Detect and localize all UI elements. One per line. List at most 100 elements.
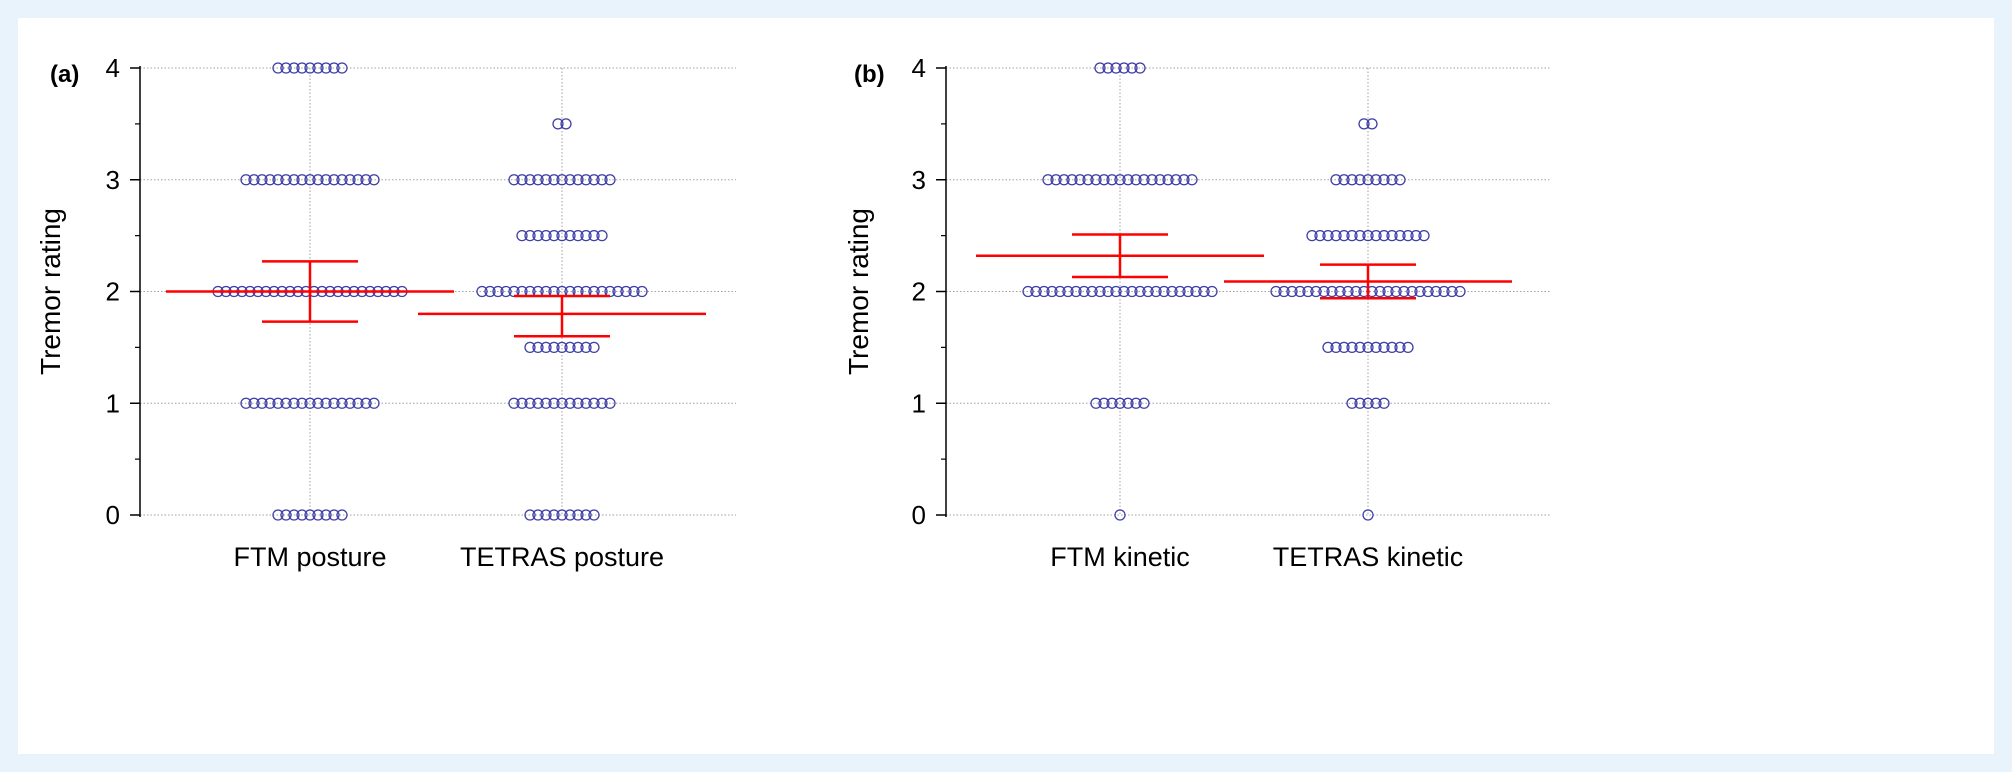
data-point (328, 62, 340, 74)
data-point (540, 509, 552, 521)
data-point (620, 285, 632, 298)
data-point (1098, 174, 1110, 186)
data-point (320, 509, 332, 521)
data-point (604, 174, 616, 186)
data-point (1378, 229, 1390, 242)
data-point (1346, 174, 1358, 186)
data-point (516, 229, 528, 242)
data-point (1090, 174, 1102, 186)
data-point (588, 229, 600, 242)
data-point (548, 509, 560, 521)
y-tick-label: 3 (912, 165, 926, 195)
data-point (1354, 174, 1366, 186)
data-point (1078, 285, 1090, 298)
data-point (564, 229, 576, 242)
data-point (1338, 341, 1350, 354)
data-point (1378, 341, 1390, 354)
data-point (524, 397, 536, 409)
data-point (540, 341, 552, 354)
data-point (1386, 229, 1398, 242)
data-point (328, 397, 340, 409)
data-point (572, 509, 584, 521)
x-category-label: TETRAS kinetic (1273, 542, 1464, 572)
data-point (288, 174, 300, 186)
data-point (1110, 285, 1122, 298)
data-point (1174, 285, 1186, 298)
data-point (1154, 174, 1166, 186)
data-point (1190, 285, 1202, 298)
data-point (352, 397, 364, 409)
data-point (272, 509, 284, 521)
data-point (596, 229, 608, 242)
data-point (556, 397, 568, 409)
data-point (312, 62, 324, 74)
data-point (1114, 397, 1126, 409)
data-point (1270, 285, 1282, 298)
data-point (360, 397, 372, 409)
data-point (524, 229, 536, 242)
data-point (248, 174, 260, 186)
data-point (1118, 285, 1130, 298)
data-point (1278, 285, 1290, 298)
data-point (296, 174, 308, 186)
data-point (564, 397, 576, 409)
data-point (572, 341, 584, 354)
data-point (556, 341, 568, 354)
data-point (352, 174, 364, 186)
data-point (1430, 285, 1442, 298)
data-point (280, 62, 292, 74)
data-point (1338, 174, 1350, 186)
x-category-label: FTM kinetic (1050, 542, 1190, 572)
data-point (580, 174, 592, 186)
data-point (1206, 285, 1218, 298)
data-point (248, 397, 260, 409)
data-point (1330, 229, 1342, 242)
data-point (1390, 285, 1402, 298)
figure-svg: 0 1 2 3 4 Tremor rating (a) FTM posture TETRAS p… (35, 53, 1550, 572)
data-point (604, 397, 616, 409)
data-point (1354, 229, 1366, 242)
data-point (1130, 397, 1142, 409)
data-point (1126, 285, 1138, 298)
data-point (1306, 229, 1318, 242)
data-point (1106, 397, 1118, 409)
y-tick-label: 0 (106, 500, 120, 530)
data-point (1062, 285, 1074, 298)
data-point (1446, 285, 1458, 298)
data-point (636, 285, 648, 298)
data-point (288, 62, 300, 74)
data-point (564, 509, 576, 521)
data-point (1402, 341, 1414, 354)
data-point (556, 229, 568, 242)
data-point (540, 174, 552, 186)
data-point (1410, 229, 1422, 242)
data-point (1354, 397, 1366, 409)
data-point (1118, 62, 1130, 74)
data-point (1114, 174, 1126, 186)
data-point (1090, 397, 1102, 409)
data-point (1398, 285, 1410, 298)
data-point (1362, 509, 1374, 521)
data-point (1366, 118, 1378, 130)
data-point (580, 397, 592, 409)
data-point (1066, 174, 1078, 186)
data-point (1098, 397, 1110, 409)
data-point (552, 118, 564, 130)
data-point (1346, 341, 1358, 354)
data-point (572, 174, 584, 186)
data-point (516, 397, 528, 409)
data-point (320, 397, 332, 409)
data-point (1082, 174, 1094, 186)
data-point (336, 397, 348, 409)
data-point (1386, 174, 1398, 186)
data-point (256, 397, 268, 409)
data-point (1310, 285, 1322, 298)
data-point (1106, 174, 1118, 186)
data-point (524, 174, 536, 186)
data-point (1406, 285, 1418, 298)
data-point (1454, 285, 1466, 298)
data-point (1370, 397, 1382, 409)
data-point (1158, 285, 1170, 298)
panel-label: (a) (50, 61, 79, 88)
data-point (1134, 62, 1146, 74)
